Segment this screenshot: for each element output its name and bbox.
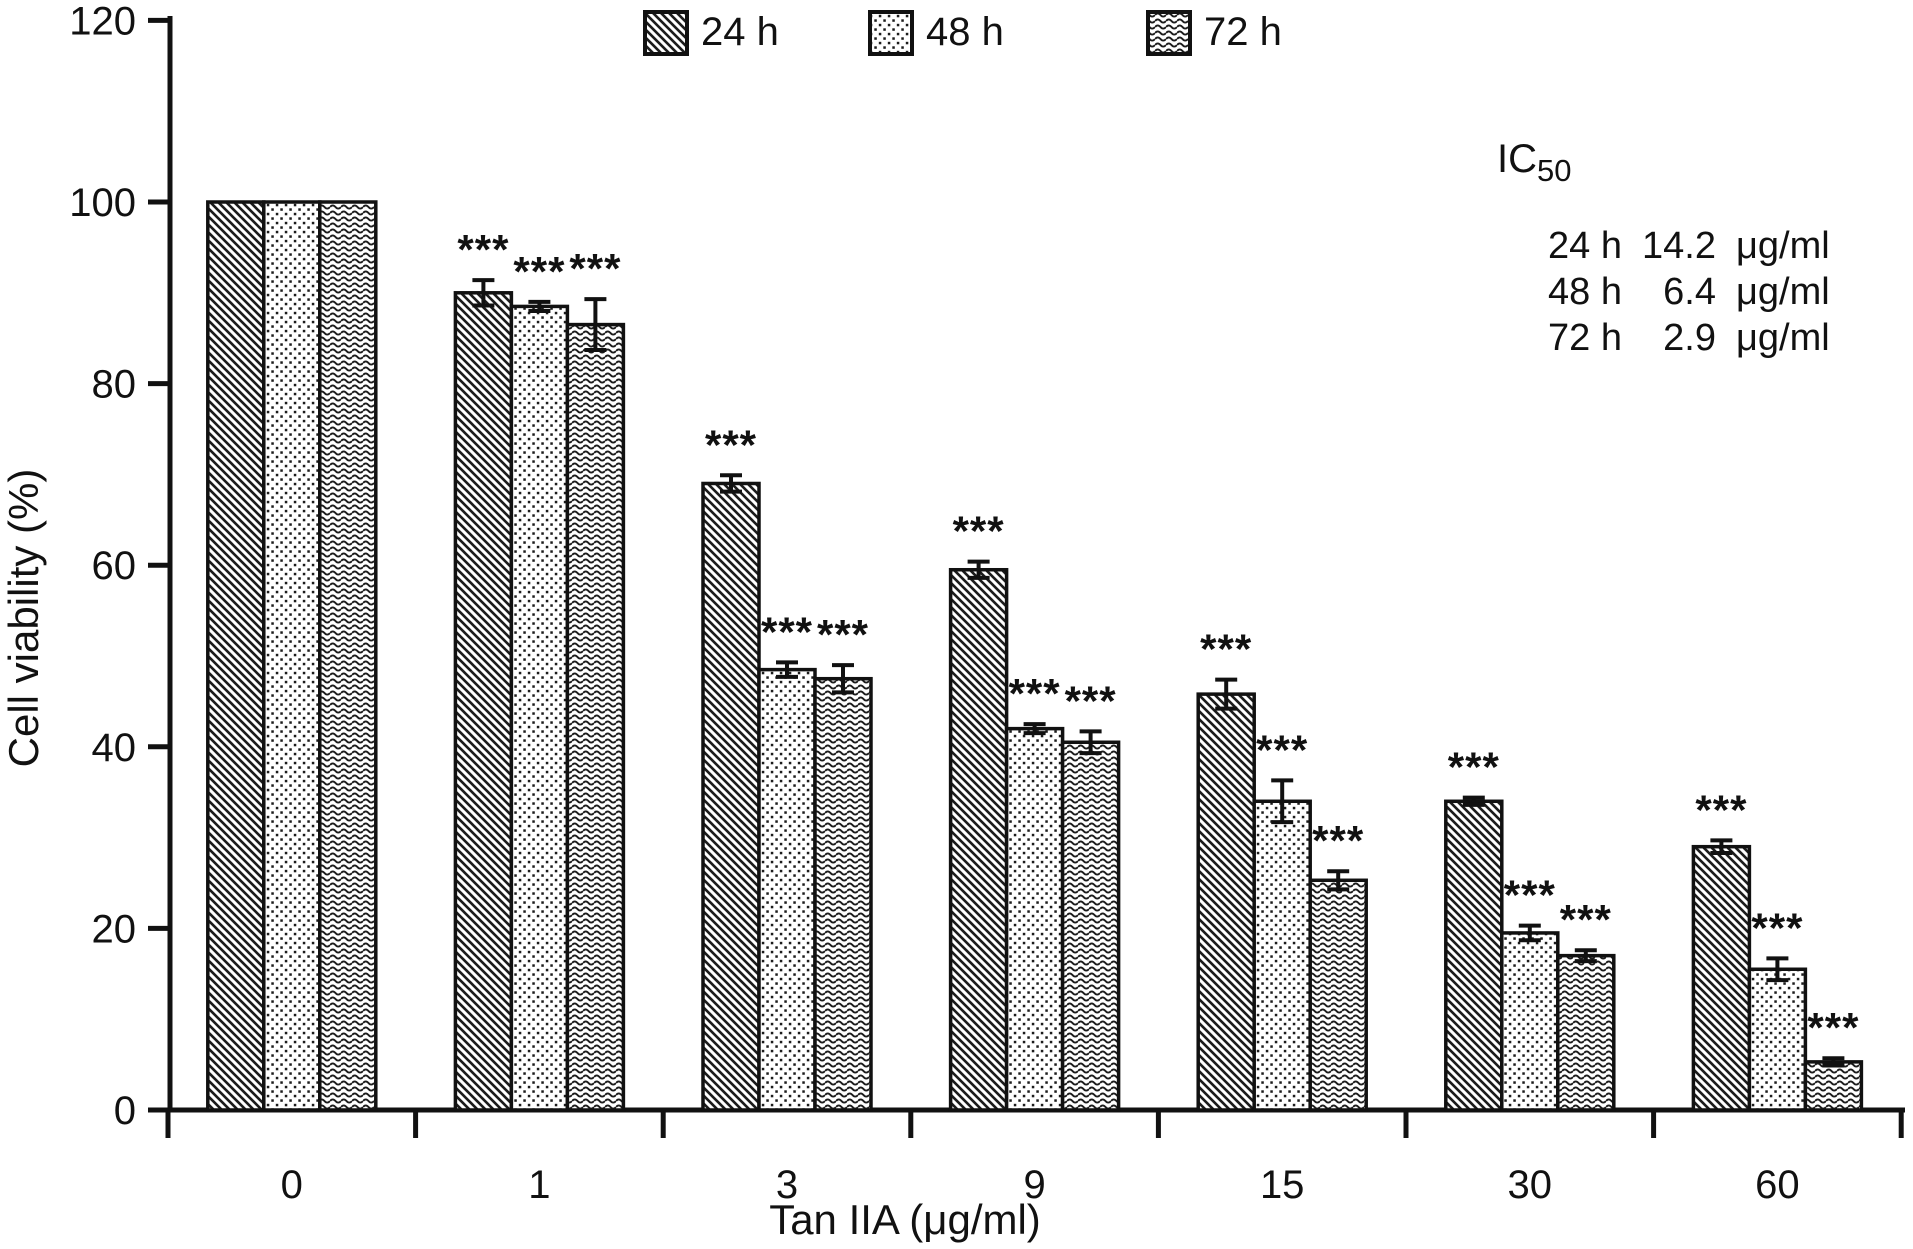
significance-marker: *** (1065, 677, 1117, 724)
x-axis-title: Tan IIA (μg/ml) (769, 1196, 1041, 1243)
y-tick-label: 100 (69, 181, 136, 225)
ic50-row: 72 h 2.9 μg/ml (1548, 317, 1830, 359)
ic50-row: 48 h 6.4 μg/ml (1548, 271, 1830, 313)
bar-72h-cat9 (1060, 740, 1121, 1112)
bar-48h-cat30 (1500, 931, 1560, 1112)
bar-24h-cat0 (206, 200, 266, 1112)
x-category-label: 1 (528, 1163, 550, 1207)
x-category-label: 15 (1260, 1163, 1305, 1207)
x-category-label: 3 (776, 1163, 798, 1207)
y-tick-label: 0 (114, 1089, 136, 1133)
ic50-row-value: 2.9 (1663, 317, 1716, 359)
significance-marker: *** (569, 245, 621, 292)
legend-swatch-48h (868, 10, 914, 56)
significance-marker: *** (513, 248, 565, 295)
ic50-title: IC50 (1497, 137, 1571, 188)
bar-48h-cat9 (1004, 726, 1065, 1112)
bar-72h-cat60 (1803, 1060, 1864, 1112)
bar-72h-cat30 (1556, 953, 1616, 1112)
significance-marker: *** (1448, 744, 1500, 791)
bar-72h-cat15 (1308, 878, 1368, 1112)
ic50-annotation: 24 h 14.2 μg/ml 48 h 6.4 μg/ml 72 h 2.9 μg/ml (1548, 225, 1830, 359)
bar-48h-cat1 (509, 304, 570, 1112)
legend-swatch-72h (1146, 10, 1192, 56)
legend-label-72h: 72 h (1204, 10, 1282, 54)
bar-24h-cat1 (453, 291, 514, 1112)
bar-24h-cat30 (1444, 799, 1504, 1112)
bar-48h-cat0 (262, 200, 322, 1112)
significance-marker: *** (1560, 896, 1612, 943)
bar-24h-cat3 (701, 481, 761, 1112)
x-category-label: 30 (1508, 1163, 1553, 1207)
legend: 24 h 48 h 72 h (643, 10, 1282, 56)
significance-marker: *** (1256, 726, 1308, 773)
y-tick-label: 120 (69, 0, 136, 43)
significance-marker: *** (1807, 1004, 1859, 1051)
ic50-row-time: 72 h (1548, 317, 1622, 359)
ic50-row-time: 24 h (1548, 225, 1622, 267)
bar-48h-cat15 (1252, 799, 1312, 1112)
significance-marker: *** (761, 608, 813, 655)
x-category-label: 9 (1023, 1163, 1045, 1207)
ic50-row-unit: μg/ml (1736, 271, 1830, 313)
significance-marker: *** (1312, 817, 1364, 864)
bar-24h-cat60 (1691, 844, 1752, 1112)
bar-72h-cat1 (565, 322, 626, 1112)
ic50-row-unit: μg/ml (1736, 225, 1830, 267)
significance-marker: *** (705, 421, 757, 468)
legend-swatch-24h (643, 10, 689, 56)
legend-item-72h: 72 h (1146, 10, 1282, 56)
ic50-row-unit: μg/ml (1736, 317, 1830, 359)
legend-item-48h: 48 h (868, 10, 1004, 56)
y-axis-title: Cell viability (%) (0, 469, 47, 768)
ic50-row: 24 h 14.2 μg/ml (1548, 225, 1830, 267)
x-category-label: 0 (281, 1163, 303, 1207)
ic50-title-main: IC (1497, 137, 1537, 181)
significance-marker: *** (953, 508, 1005, 555)
ic50-row-value: 14.2 (1642, 225, 1716, 267)
significance-marker: *** (1504, 872, 1556, 919)
ic50-row-time: 48 h (1548, 271, 1622, 313)
legend-item-24h: 24 h (643, 10, 779, 56)
bar-48h-cat3 (757, 667, 817, 1112)
significance-marker: *** (1200, 626, 1252, 673)
bar-72h-cat0 (318, 200, 378, 1112)
ic50-title-sub: 50 (1537, 153, 1571, 188)
significance-marker: *** (1009, 670, 1061, 717)
bar-72h-cat3 (813, 676, 873, 1112)
y-tick-label: 20 (92, 907, 137, 951)
y-tick-label: 80 (92, 363, 137, 407)
legend-label-48h: 48 h (926, 10, 1004, 54)
significance-marker: *** (457, 226, 509, 273)
y-tick-label: 40 (92, 726, 137, 770)
bar-24h-cat15 (1196, 692, 1256, 1112)
ic50-row-value: 6.4 (1663, 271, 1716, 313)
bar-24h-cat9 (948, 567, 1009, 1112)
x-category-label: 60 (1755, 1163, 1800, 1207)
significance-marker: *** (1751, 904, 1803, 951)
significance-marker: *** (817, 611, 869, 658)
legend-label-24h: 24 h (701, 10, 779, 54)
y-tick-label: 60 (92, 544, 137, 588)
bar-48h-cat60 (1747, 967, 1808, 1112)
bars-layer: *** *** ********* ********* ****************… (206, 200, 1864, 1112)
significance-marker: *** (1695, 786, 1747, 833)
